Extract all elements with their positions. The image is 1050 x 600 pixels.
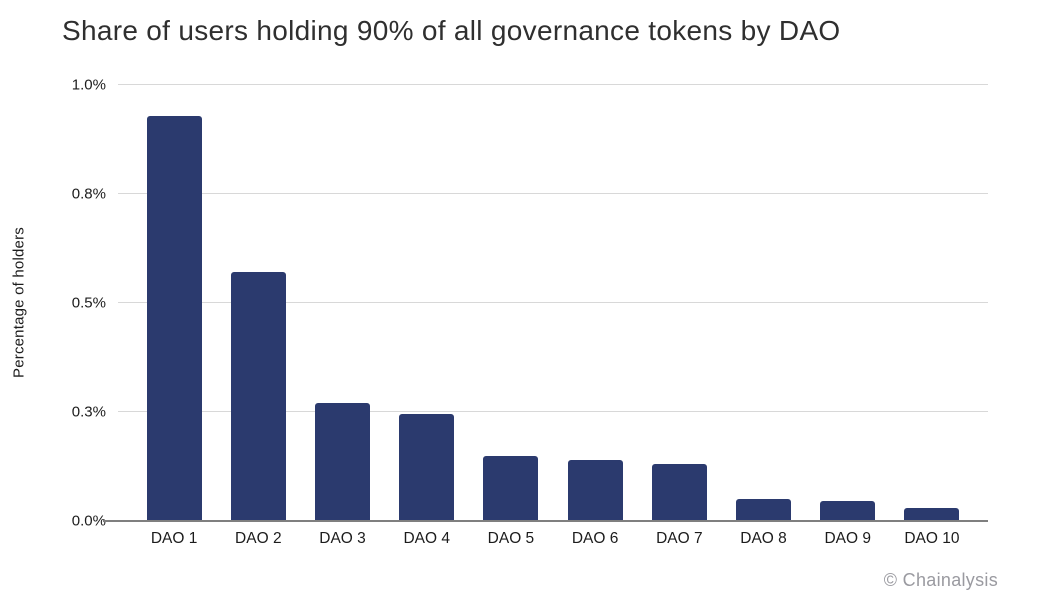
y-tick-label: 0.0% (71, 512, 106, 530)
bar-dao-10 (904, 507, 960, 521)
bar-dao-2 (230, 272, 286, 521)
x-tick-label: DAO 9 (824, 530, 871, 547)
x-tick-label: DAO 8 (740, 530, 787, 547)
bars-layer (118, 85, 988, 521)
bar-slot (890, 85, 974, 521)
bar-slot (721, 85, 805, 521)
gridline (118, 193, 988, 194)
y-tick-label: 0.3% (71, 403, 106, 421)
chart-title: Share of users holding 90% of all govern… (62, 15, 841, 46)
bar-slot (806, 85, 890, 521)
bar-slot (469, 85, 553, 521)
gridline (118, 84, 988, 85)
x-tick-label: DAO 7 (656, 530, 703, 547)
bar-slot (637, 85, 721, 521)
x-tick-label: DAO 3 (319, 530, 366, 547)
bar-dao-7 (651, 464, 707, 521)
bar-slot (132, 85, 216, 521)
bar-dao-5 (483, 455, 539, 521)
y-tick-label: 1.0% (71, 76, 106, 94)
bar-dao-4 (399, 414, 455, 521)
plot-area: 0.0% 0.3% 0.5% 0.8% 1.0% (72, 77, 988, 530)
bar-dao-9 (820, 500, 876, 521)
bar-slot (553, 85, 637, 521)
bar-dao-8 (736, 499, 792, 521)
x-tick-label: DAO 5 (487, 530, 535, 547)
gridline (118, 302, 988, 303)
bar-dao-6 (567, 459, 623, 521)
x-tick-label: DAO 10 (904, 530, 960, 547)
y-tick-label: 0.8% (71, 185, 106, 203)
y-axis-title: Percentage of holders (10, 227, 28, 379)
bar-slot (300, 85, 384, 521)
x-tick-label: DAO 2 (235, 530, 282, 547)
x-axis-line (103, 520, 988, 522)
x-axis-tick-labels: DAO 1 DAO 2 DAO 3 DAO 4 DAO 5 DAO 6 DAO 7 DAO 8… (118, 530, 988, 548)
gridline (118, 411, 988, 412)
y-tick-label: 0.5% (71, 294, 106, 312)
bar-dao-1 (146, 115, 202, 521)
x-tick-label: DAO 1 (150, 530, 198, 547)
x-tick-label: DAO 4 (403, 530, 450, 547)
bar-slot (385, 85, 469, 521)
attribution-credit: © Chainalysis (883, 570, 998, 590)
x-tick-label: DAO 6 (571, 530, 619, 547)
bar-dao-3 (315, 403, 370, 521)
bar-slot (216, 85, 300, 521)
